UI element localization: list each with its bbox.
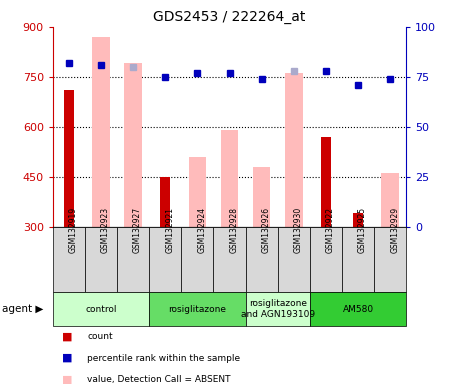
Text: GSM132926: GSM132926: [262, 207, 271, 253]
Bar: [278, 227, 310, 292]
Text: rosiglitazone: rosiglitazone: [168, 305, 226, 314]
Bar: [85, 227, 117, 292]
Bar: [221, 130, 238, 227]
Text: agent ▶: agent ▶: [2, 304, 44, 314]
Bar: [92, 37, 110, 227]
Bar: [374, 227, 406, 292]
Bar: [189, 157, 206, 227]
Bar: [321, 137, 331, 227]
Text: ■: ■: [62, 332, 73, 342]
Text: percentile rank within the sample: percentile rank within the sample: [87, 354, 241, 362]
Text: GSM132927: GSM132927: [133, 207, 142, 253]
Bar: [161, 177, 170, 227]
Bar: [253, 167, 270, 227]
Bar: [213, 227, 246, 292]
Text: rosiglitazone
and AGN193109: rosiglitazone and AGN193109: [241, 300, 315, 319]
Text: count: count: [87, 333, 113, 341]
Text: GSM132921: GSM132921: [165, 207, 174, 253]
Bar: [246, 292, 310, 326]
Bar: [117, 227, 149, 292]
Text: ■: ■: [62, 374, 73, 384]
Bar: [381, 173, 399, 227]
Title: GDS2453 / 222264_at: GDS2453 / 222264_at: [153, 10, 306, 25]
Text: AM580: AM580: [342, 305, 374, 314]
Bar: [124, 63, 142, 227]
Bar: [53, 227, 85, 292]
Text: GSM132928: GSM132928: [230, 207, 239, 253]
Text: GSM132923: GSM132923: [101, 207, 110, 253]
Text: GSM132930: GSM132930: [294, 207, 303, 253]
Bar: [310, 292, 406, 326]
Text: GSM132922: GSM132922: [326, 207, 335, 253]
Bar: [246, 227, 278, 292]
Bar: [64, 90, 73, 227]
Text: GSM132929: GSM132929: [390, 207, 399, 253]
Bar: [149, 292, 246, 326]
Bar: [53, 292, 149, 326]
Text: GSM132924: GSM132924: [197, 207, 207, 253]
Bar: [310, 227, 342, 292]
Bar: [181, 227, 213, 292]
Bar: [342, 227, 374, 292]
Bar: [353, 213, 363, 227]
Text: value, Detection Call = ABSENT: value, Detection Call = ABSENT: [87, 375, 231, 384]
Text: ■: ■: [62, 353, 73, 363]
Text: GSM132919: GSM132919: [69, 207, 78, 253]
Text: GSM132925: GSM132925: [358, 207, 367, 253]
Bar: [149, 227, 181, 292]
Bar: [285, 73, 302, 227]
Text: control: control: [85, 305, 117, 314]
